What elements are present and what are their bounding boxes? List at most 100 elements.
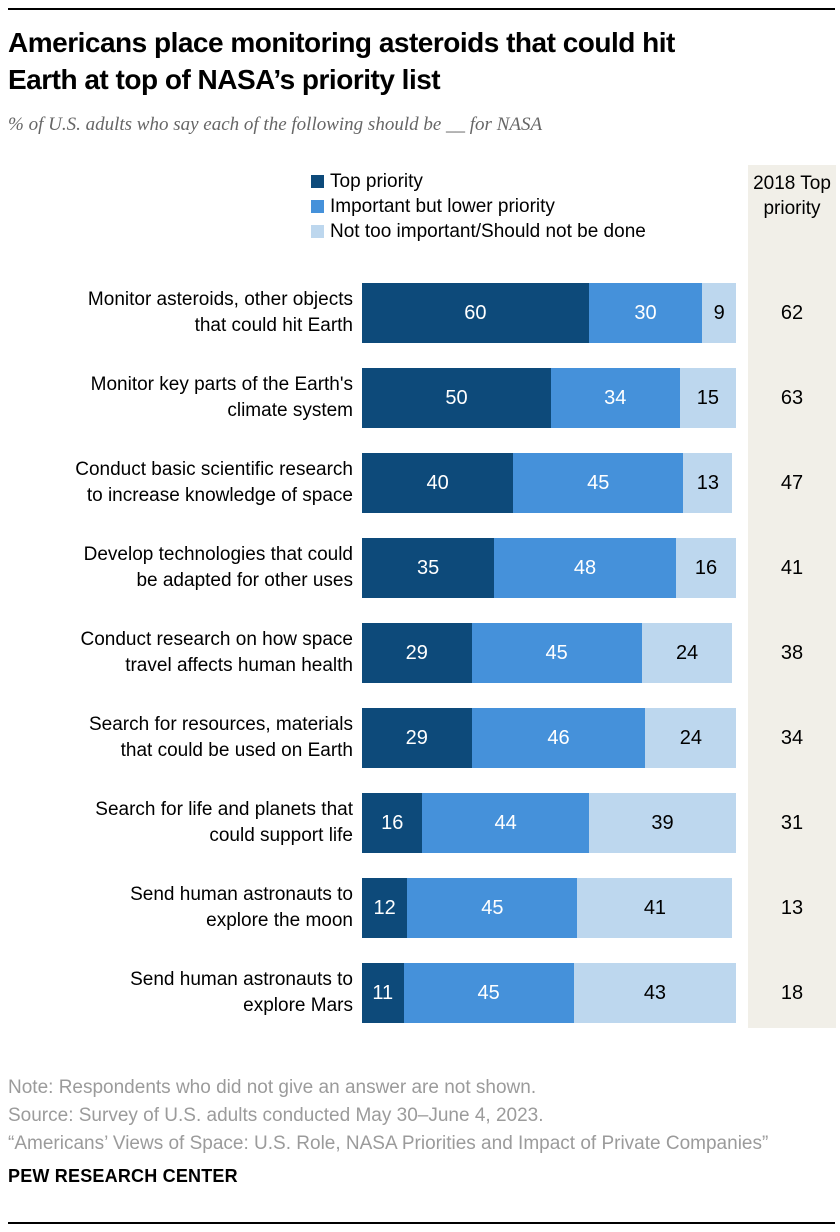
top-rule xyxy=(8,8,835,10)
bar-segment-not-too-important: 16 xyxy=(675,538,737,598)
chart-row: Conduct basic scientific research to inc… xyxy=(0,453,840,513)
value-2018-top-priority: 47 xyxy=(780,472,804,494)
value-2018-top-priority: 13 xyxy=(780,897,804,919)
legend-swatch-dark-blue xyxy=(311,175,324,188)
page-subtitle: % of U.S. adults who say each of the fol… xyxy=(8,114,543,135)
legend-item-top-priority: Top priority xyxy=(311,169,646,194)
stacked-bar: 35 48 16 xyxy=(362,538,737,598)
row-label-line-1: Send human astronauts to xyxy=(130,884,353,905)
chart-row: Search for life and planets that could s… xyxy=(0,793,840,853)
bar-segment-important-lower-priority: 46 xyxy=(471,708,646,768)
value-2018-top-priority: 18 xyxy=(780,982,804,1004)
row-label-line-1: Search for life and planets that xyxy=(95,799,353,820)
bar-segment-important-lower-priority: 30 xyxy=(588,283,703,343)
chart-row: Send human astronauts to explore Mars 11… xyxy=(0,963,840,1023)
bar-segment-not-too-important: 43 xyxy=(573,963,737,1023)
bar-segment-top-priority: 35 xyxy=(362,538,495,598)
row-label-line-2: could support life xyxy=(209,825,353,846)
bar-segment-top-priority: 29 xyxy=(362,708,472,768)
bar-segment-important-lower-priority: 45 xyxy=(513,453,684,513)
bar-segment-not-too-important: 9 xyxy=(702,283,737,343)
stacked-bar: 29 46 24 xyxy=(362,708,737,768)
report-title-line: “Americans’ Views of Space: U.S. Role, N… xyxy=(8,1133,769,1154)
stacked-bar: 11 45 43 xyxy=(362,963,737,1023)
bar-segment-top-priority: 11 xyxy=(362,963,404,1023)
value-2018-top-priority: 62 xyxy=(780,302,804,324)
legend: Top priority Important but lower priorit… xyxy=(311,169,646,244)
row-label: Send human astronauts to explore Mars xyxy=(0,967,353,1019)
bottom-rule xyxy=(8,1222,835,1224)
row-label-line-2: be adapted for other uses xyxy=(136,570,353,591)
bar-segment-important-lower-priority: 34 xyxy=(551,368,680,428)
stacked-bar: 16 44 39 xyxy=(362,793,737,853)
stacked-bar: 60 30 9 xyxy=(362,283,737,343)
row-label-line-1: Search for resources, materials xyxy=(89,714,353,735)
bar-segment-not-too-important: 15 xyxy=(679,368,737,428)
stacked-bar: 50 34 15 xyxy=(362,368,737,428)
row-label-line-2: explore Mars xyxy=(243,995,353,1016)
row-label-line-2: climate system xyxy=(227,400,353,421)
chart-row: Develop technologies that could be adapt… xyxy=(0,538,840,598)
legend-label: Not too important/Should not be done xyxy=(330,220,646,242)
stacked-bar: 12 45 41 xyxy=(362,878,733,938)
value-2018-top-priority: 63 xyxy=(780,387,804,409)
page-title: Americans place monitoring asteroids tha… xyxy=(8,24,675,98)
value-2018-top-priority: 31 xyxy=(780,812,804,834)
bar-segment-important-lower-priority: 45 xyxy=(403,963,574,1023)
column-2018-background: 2018 Top priority xyxy=(748,165,836,1028)
legend-item-not-important: Not too important/Should not be done xyxy=(311,219,646,244)
title-line-2: Earth at top of NASA’s priority list xyxy=(8,64,441,95)
row-label: Monitor key parts of the Earth's climate… xyxy=(0,372,353,424)
row-label-line-1: Monitor asteroids, other objects xyxy=(87,289,353,310)
row-label: Monitor asteroids, other objects that co… xyxy=(0,287,353,339)
value-2018-top-priority: 38 xyxy=(780,642,804,664)
bar-segment-not-too-important: 39 xyxy=(588,793,737,853)
chart-row: Monitor asteroids, other objects that co… xyxy=(0,283,840,343)
bar-segment-top-priority: 16 xyxy=(362,793,423,853)
bar-segment-not-too-important: 13 xyxy=(683,453,733,513)
row-label-line-1: Conduct basic scientific research xyxy=(75,459,353,480)
bar-segment-top-priority: 29 xyxy=(362,623,472,683)
source-line: Source: Survey of U.S. adults conducted … xyxy=(8,1105,544,1126)
row-label: Conduct research on how space travel aff… xyxy=(0,627,354,679)
row-label-line-1: Conduct research on how space xyxy=(80,629,354,650)
legend-label: Important but lower priority xyxy=(330,195,555,217)
chart-row: Conduct research on how space travel aff… xyxy=(0,623,840,683)
footnotes: Note: Respondents who did not give an an… xyxy=(8,1074,768,1158)
chart-row: Monitor key parts of the Earth's climate… xyxy=(0,368,840,428)
note-line: Note: Respondents who did not give an an… xyxy=(8,1077,537,1098)
row-label: Develop technologies that could be adapt… xyxy=(0,542,353,594)
row-label-line-1: Monitor key parts of the Earth's xyxy=(90,374,353,395)
row-label-line-1: Develop technologies that could xyxy=(83,544,353,565)
row-label: Conduct basic scientific research to inc… xyxy=(0,457,353,509)
bar-segment-not-too-important: 24 xyxy=(641,623,733,683)
row-label-line-2: travel affects human health xyxy=(125,655,353,676)
bar-segment-not-too-important: 41 xyxy=(577,878,733,938)
value-2018-top-priority: 41 xyxy=(780,557,804,579)
bar-segment-not-too-important: 24 xyxy=(645,708,737,768)
row-label: Search for life and planets that could s… xyxy=(0,797,353,849)
stacked-bar: 29 45 24 xyxy=(362,623,733,683)
value-2018-top-priority: 34 xyxy=(780,727,804,749)
pew-research-center-logo: PEW RESEARCH CENTER xyxy=(8,1166,238,1186)
bar-segment-top-priority: 40 xyxy=(362,453,514,513)
chart-rows: Monitor asteroids, other objects that co… xyxy=(0,283,840,1028)
row-label: Send human astronauts to explore the moo… xyxy=(0,882,353,934)
title-line-1: Americans place monitoring asteroids tha… xyxy=(8,27,675,58)
bar-segment-important-lower-priority: 48 xyxy=(494,538,676,598)
stacked-bar: 40 45 13 xyxy=(362,453,733,513)
row-label-line-2: to increase knowledge of space xyxy=(86,485,353,506)
bar-segment-top-priority: 60 xyxy=(362,283,589,343)
legend-swatch-medium-blue xyxy=(311,200,324,213)
row-label: Search for resources, materials that cou… xyxy=(0,712,353,764)
bar-segment-important-lower-priority: 45 xyxy=(407,878,578,938)
legend-swatch-light-blue xyxy=(311,225,324,238)
row-label-line-2: that could hit Earth xyxy=(194,315,353,336)
row-label-line-2: explore the moon xyxy=(206,910,353,931)
column-2018-header: 2018 Top priority xyxy=(753,173,831,219)
chart-row: Search for resources, materials that cou… xyxy=(0,708,840,768)
legend-item-lower-priority: Important but lower priority xyxy=(311,194,646,219)
row-label-line-2: that could be used on Earth xyxy=(120,740,353,761)
chart-row: Send human astronauts to explore the moo… xyxy=(0,878,840,938)
